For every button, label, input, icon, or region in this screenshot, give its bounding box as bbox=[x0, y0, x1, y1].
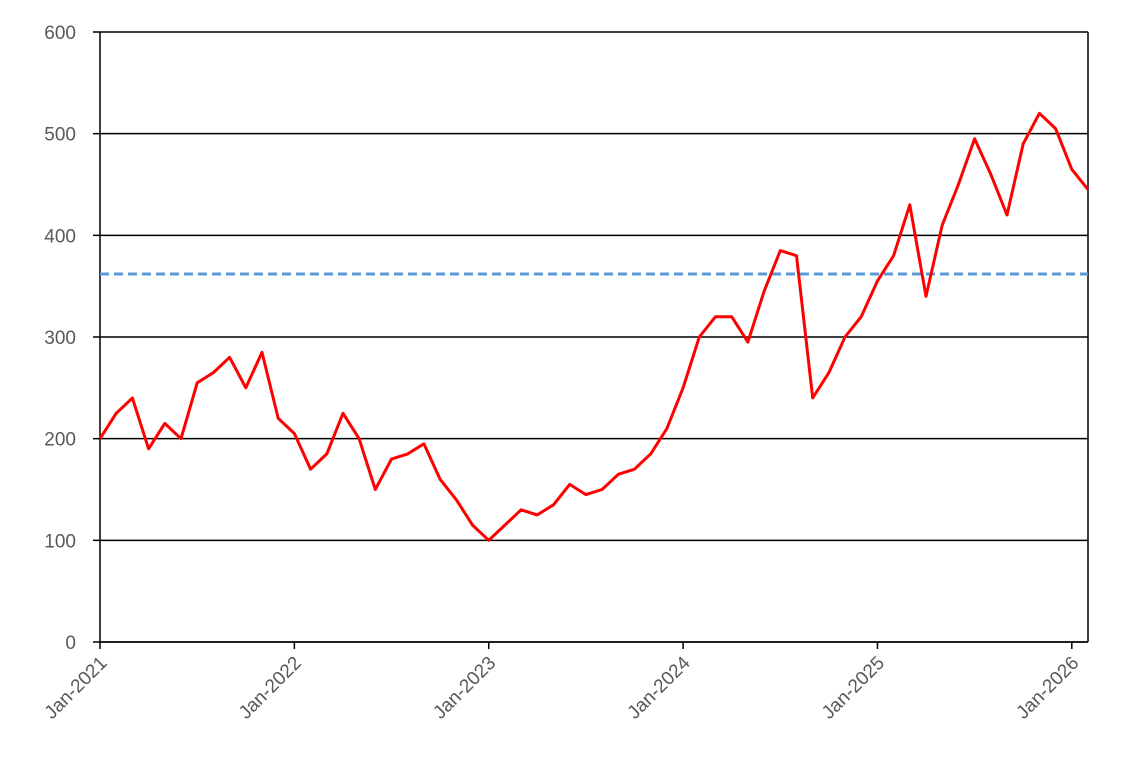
y-tick-label: 400 bbox=[44, 226, 76, 247]
y-tick-label: 300 bbox=[44, 328, 76, 349]
x-tick-label: Jan-2025 bbox=[818, 653, 889, 724]
y-tick-label: 200 bbox=[44, 430, 76, 451]
x-tick-label: Jan-2022 bbox=[235, 653, 306, 724]
x-tick-label: Jan-2024 bbox=[624, 652, 695, 723]
y-tick-label: 100 bbox=[44, 531, 76, 552]
x-tick-label: Jan-2021 bbox=[41, 653, 112, 724]
x-tick-label: Jan-2026 bbox=[1012, 653, 1083, 724]
y-tick-label: 500 bbox=[44, 125, 76, 146]
price-line bbox=[98, 111, 1090, 542]
y-tick-label: 0 bbox=[65, 633, 76, 654]
x-tick-label: Jan-2023 bbox=[429, 653, 500, 724]
y-tick-label: 600 bbox=[44, 23, 76, 44]
